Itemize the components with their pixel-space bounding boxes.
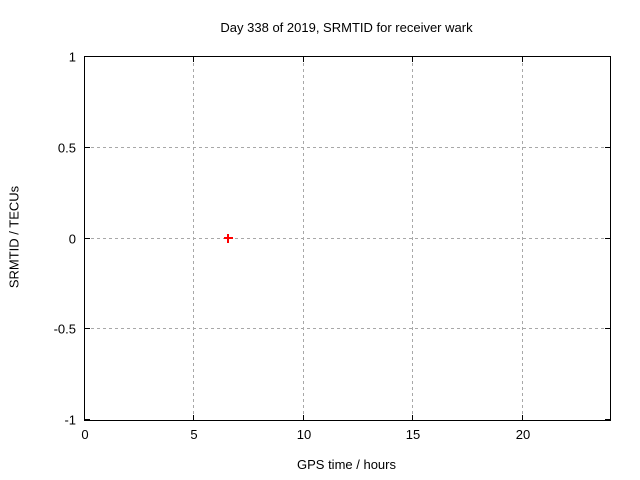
y-tick-left — [85, 147, 90, 148]
x-tick-top — [193, 57, 194, 62]
x-tick-label: 5 — [190, 427, 198, 442]
y-tick-right — [605, 419, 610, 420]
y-tick-left — [85, 238, 90, 239]
x-tick-bottom — [84, 415, 85, 420]
plus-icon — [227, 234, 229, 243]
x-tick-bottom — [303, 415, 304, 420]
y-tick-left — [85, 56, 90, 57]
x-axis-label: GPS time / hours — [297, 457, 396, 472]
y-gridline — [85, 147, 610, 148]
x-tick-top — [84, 57, 85, 62]
y-tick-label: -1 — [64, 412, 76, 428]
y-tick-label: 0 — [68, 231, 76, 247]
x-tick-bottom — [193, 415, 194, 420]
y-tick-right — [605, 328, 610, 329]
x-tick-label: 15 — [405, 427, 421, 442]
y-gridline — [85, 238, 610, 239]
y-tick-right — [605, 56, 610, 57]
x-tick-label: 20 — [515, 427, 531, 442]
x-tick-label: 10 — [296, 427, 312, 442]
x-tick-top — [522, 57, 523, 62]
x-tick-bottom — [522, 415, 523, 420]
y-tick-right — [605, 147, 610, 148]
chart-title: Day 338 of 2019, SRMTID for receiver war… — [220, 20, 473, 35]
y-tick-label: 0.5 — [57, 140, 76, 156]
y-gridline — [85, 328, 610, 329]
x-tick-top — [303, 57, 304, 62]
x-tick-label: 0 — [81, 427, 89, 442]
y-tick-left — [85, 419, 90, 420]
x-tick-top — [412, 57, 413, 62]
y-tick-label: -0.5 — [53, 321, 76, 337]
y-tick-right — [605, 238, 610, 239]
y-tick-left — [85, 328, 90, 329]
y-tick-label: 1 — [68, 49, 76, 65]
x-tick-bottom — [412, 415, 413, 420]
